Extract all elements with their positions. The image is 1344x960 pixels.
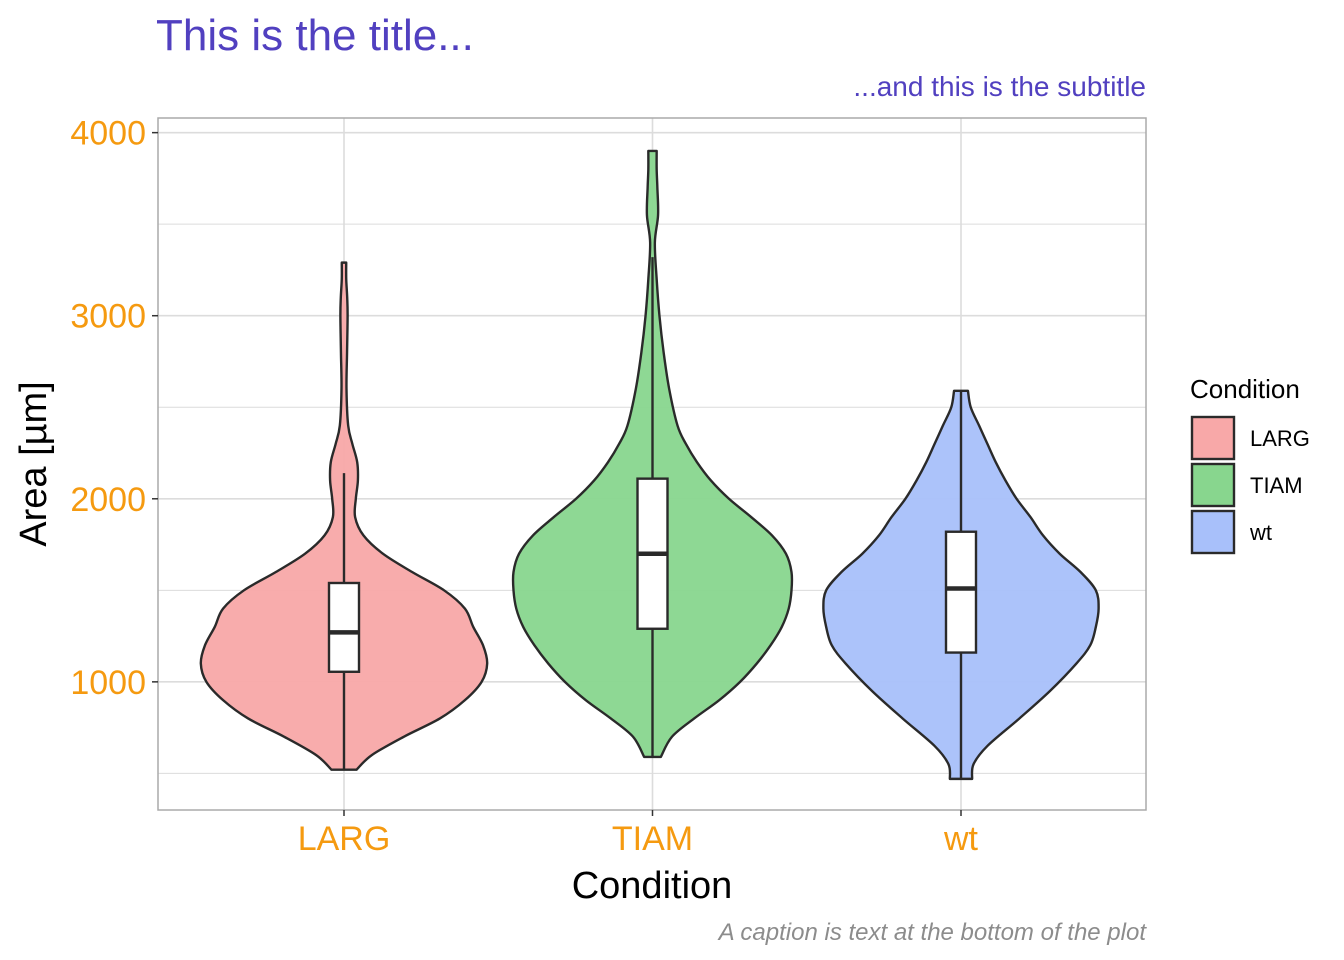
legend-label: TIAM — [1250, 473, 1303, 498]
legend-title: Condition — [1190, 374, 1300, 404]
violins — [199, 149, 1100, 781]
legend-key-larg — [1190, 415, 1236, 461]
y-axis-ticks: 1000 2000 3000 4000 — [70, 115, 158, 702]
legend-key-tiam — [1190, 462, 1236, 508]
y-tick-label: 4000 — [70, 115, 146, 153]
y-axis-title: Area [µm] — [13, 381, 55, 547]
y-tick-label: 3000 — [70, 298, 146, 336]
x-tick-label: wt — [943, 820, 979, 858]
chart-subtitle: ...and this is the subtitle — [853, 71, 1146, 102]
y-tick-label: 1000 — [70, 664, 146, 702]
x-tick-label: TIAM — [612, 820, 693, 858]
x-tick-label: LARG — [298, 820, 391, 858]
legend-key-wt — [1190, 509, 1236, 555]
chart-title: This is the title... — [156, 11, 474, 60]
box — [944, 530, 978, 654]
violin-tiam — [511, 149, 794, 759]
violin-larg — [199, 261, 489, 771]
y-tick-label: 2000 — [70, 481, 146, 519]
chart-caption: A caption is text at the bottom of the p… — [717, 919, 1148, 946]
legend: Condition LARG TIAM wt — [1190, 374, 1310, 555]
legend-label: wt — [1249, 520, 1272, 545]
legend-label: LARG — [1250, 426, 1310, 451]
x-axis-title: Condition — [572, 865, 733, 907]
x-axis-ticks: LARG TIAM wt — [298, 810, 979, 858]
violin-wt — [822, 389, 1100, 781]
box — [327, 581, 361, 673]
